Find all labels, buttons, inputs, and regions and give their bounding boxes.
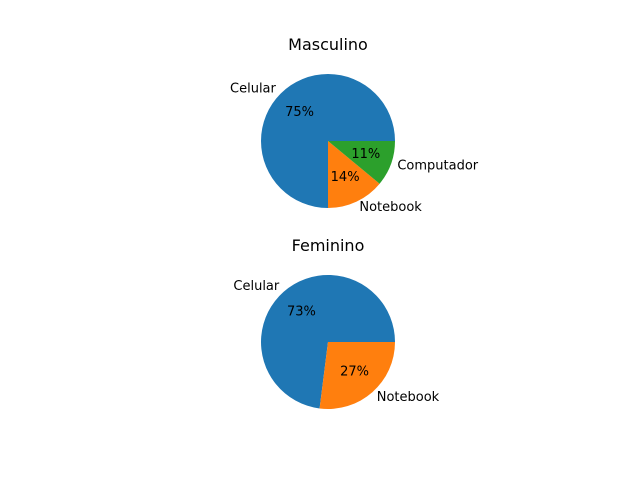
pie-slice-notebook — [328, 141, 380, 209]
pie-slice-computador — [328, 141, 395, 184]
pie-pct-label: 27% — [340, 365, 369, 380]
pie-slice-label: Notebook — [359, 200, 422, 215]
pie-slice-label: Notebook — [377, 390, 440, 405]
pie-slice-notebook — [319, 342, 395, 409]
pie-slice-label: Celular — [233, 279, 280, 294]
chart-title: Feminino — [292, 236, 365, 255]
pie-chart-feminino: 73% Celular 27% Notebook Feminino — [233, 236, 440, 409]
pie-pct-label: 75% — [285, 105, 314, 120]
pie-slice-label: Celular — [230, 81, 277, 96]
pie-slice-label: Computador — [397, 158, 478, 173]
pie-pct-label: 11% — [351, 147, 380, 162]
pie-slice-celular — [260, 274, 395, 409]
pie-chart-masculino: 75% Celular 14% Notebook 11% Computador Mascul… — [230, 35, 479, 215]
pie-pct-label: 14% — [331, 170, 360, 185]
chart-title: Masculino — [288, 35, 368, 54]
pie-pct-label: 73% — [287, 304, 316, 319]
